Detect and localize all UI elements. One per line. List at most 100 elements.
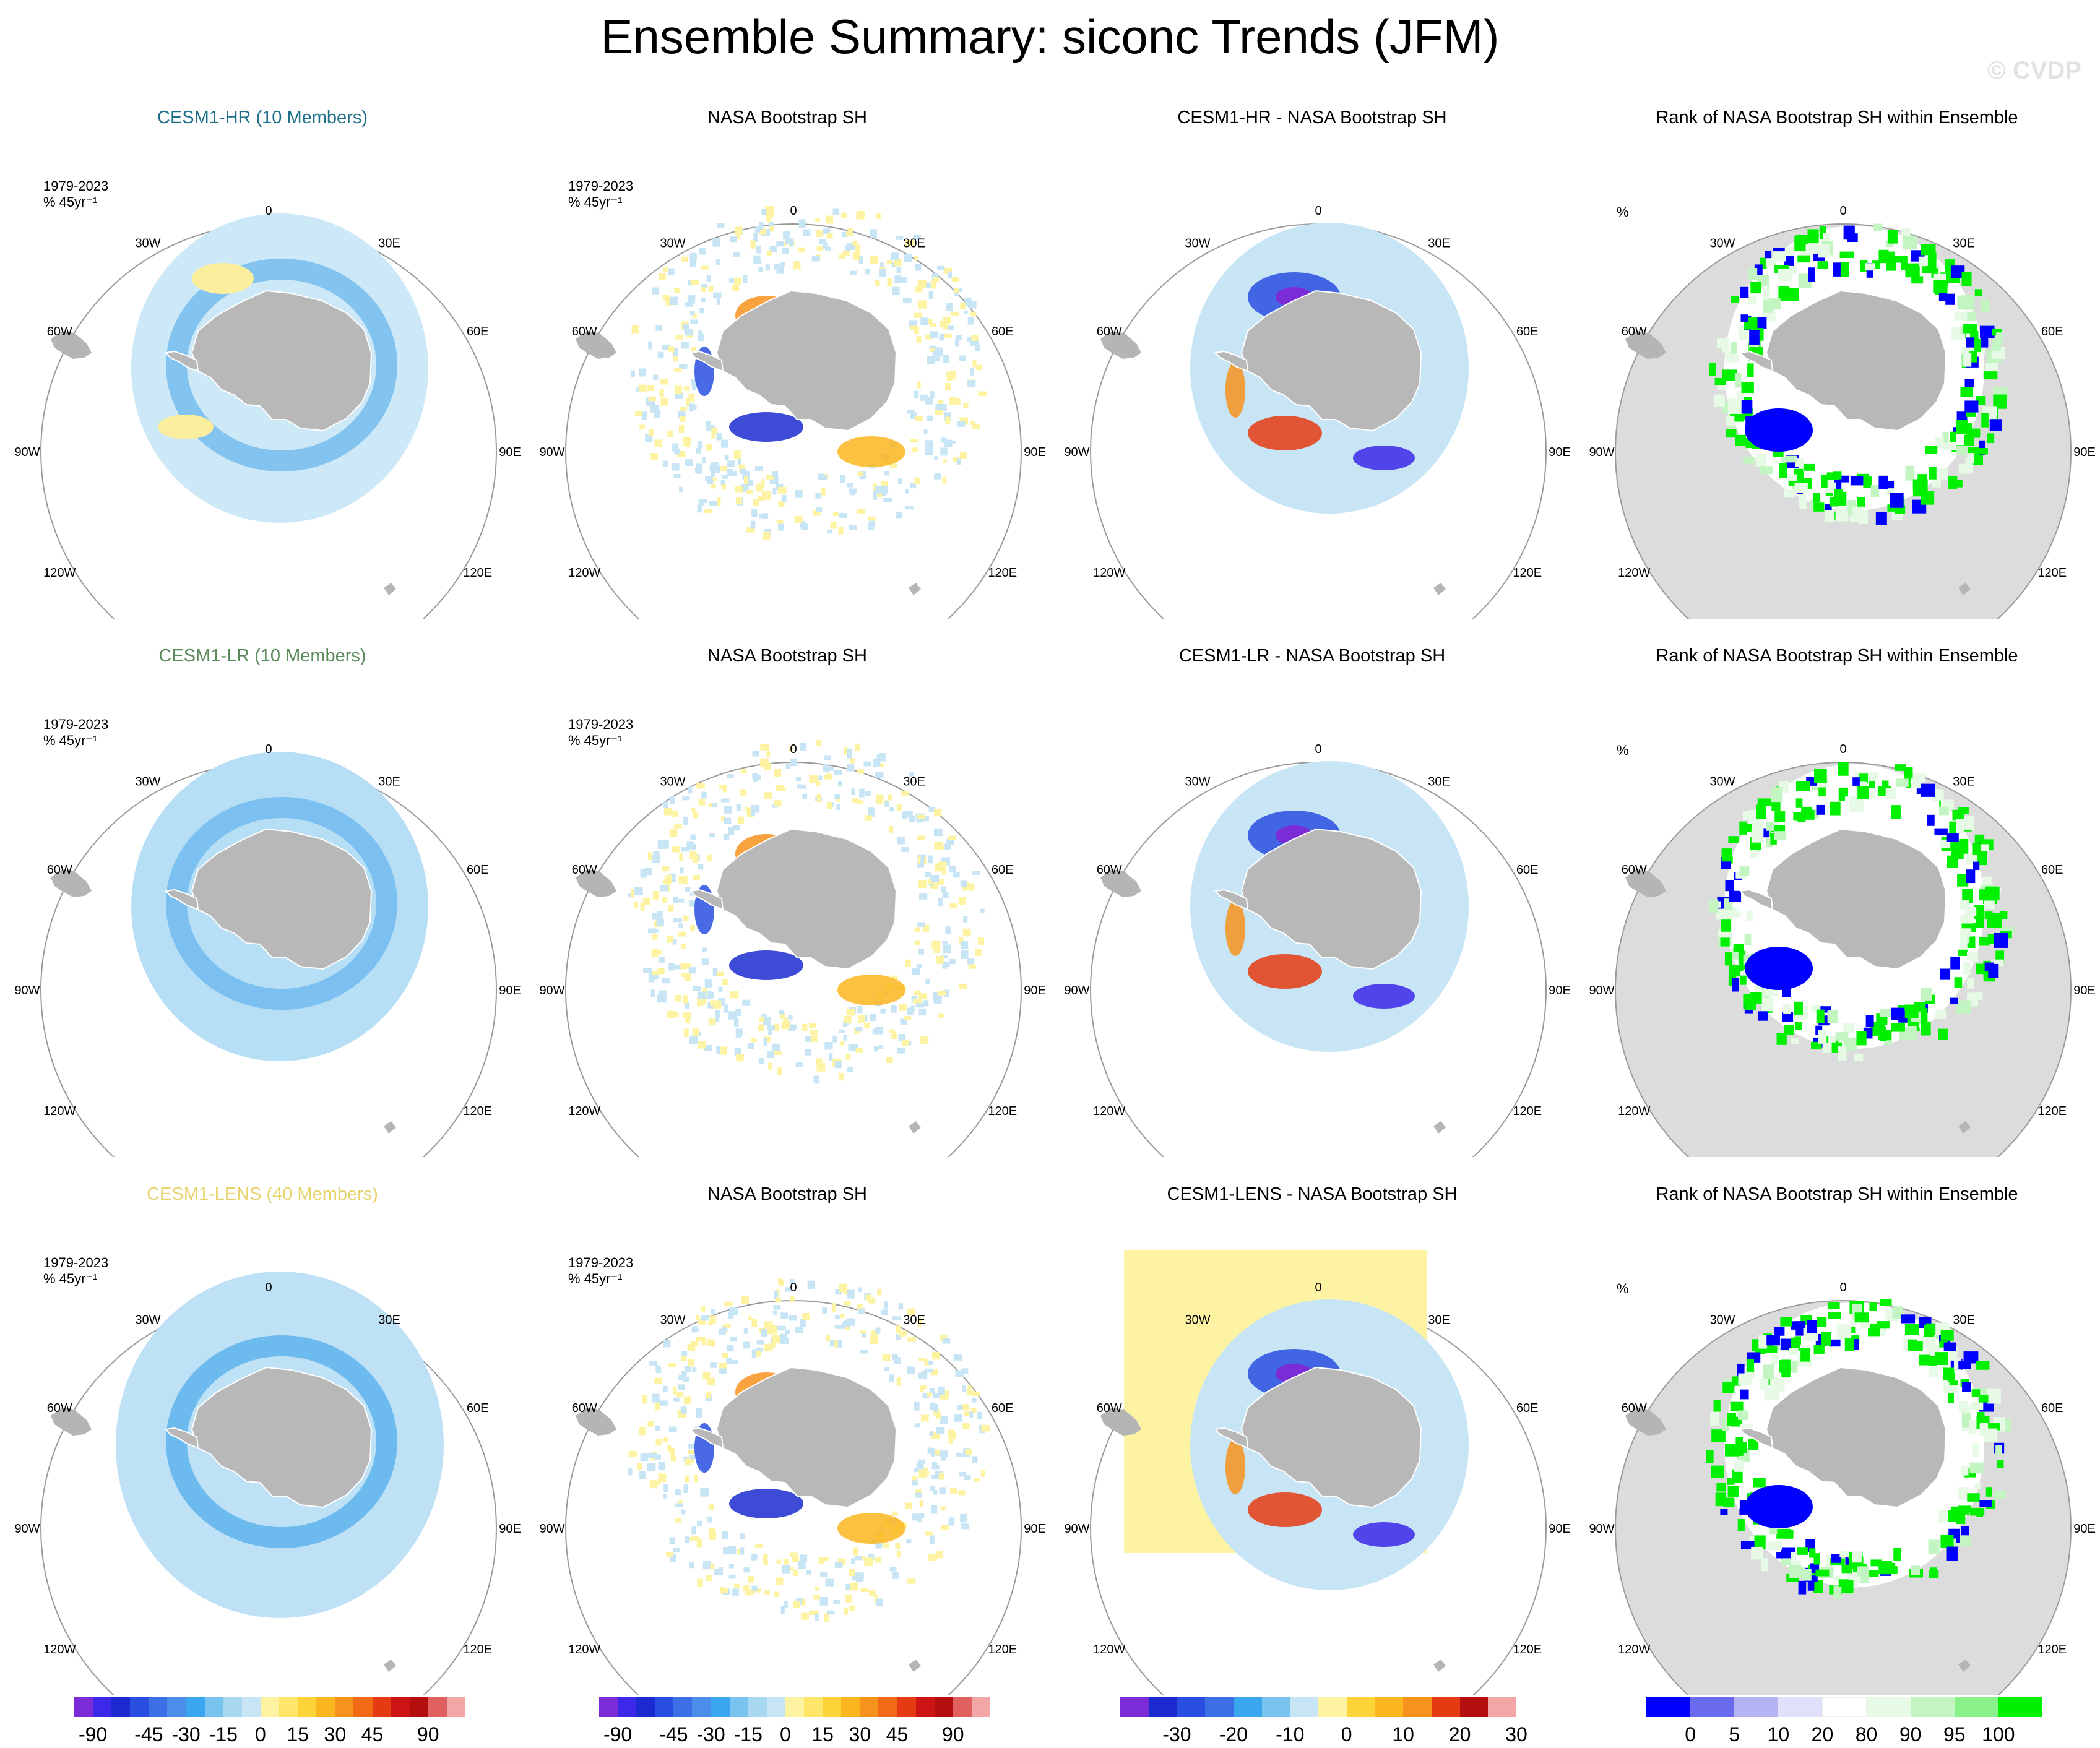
lon-label: 60E — [2041, 325, 2063, 338]
colorbar-label: 15 — [287, 1723, 309, 1746]
lon-label: 90E — [1024, 1522, 1046, 1536]
colorbar-rank: 0 5 10 20 80 90 95 100 — [1646, 1692, 2043, 1746]
lon-label: 90W — [1589, 446, 1614, 459]
lon-label: 60E — [992, 1401, 1014, 1415]
colorbar-swatch — [599, 1697, 618, 1717]
lon-label: 90W — [14, 1522, 40, 1536]
lon-label: 90E — [2073, 984, 2096, 997]
panel-annotation: 1979-2023% 45yr⁻¹ — [568, 717, 633, 749]
colorbar-swatch — [391, 1697, 410, 1717]
lon-label: 60E — [467, 863, 489, 877]
lon-label: 120W — [568, 566, 600, 580]
lon-label: 120E — [2037, 1643, 2067, 1656]
period-label: 1979-2023 — [43, 717, 109, 732]
colorbar-swatch — [823, 1697, 842, 1717]
lon-label: 0 — [1839, 743, 1846, 756]
colorbar-swatch — [74, 1697, 93, 1717]
panel-annotation: 1979-2023% 45yr⁻¹ — [568, 178, 633, 210]
lon-label: 30E — [1428, 236, 1450, 250]
lon-label: 0 — [265, 1281, 272, 1294]
lon-label: 120E — [463, 1104, 492, 1118]
colorbar-swatch — [1346, 1697, 1375, 1717]
colorbar-swatch — [655, 1697, 674, 1717]
lon-label: 60E — [467, 1401, 489, 1415]
lon-label: 90W — [1064, 1522, 1089, 1536]
colorbar-swatch — [223, 1697, 243, 1717]
lon-label: 30W — [660, 775, 685, 788]
colorbar-label: 0 — [1341, 1723, 1352, 1746]
lon-label: 30E — [1953, 236, 1975, 250]
panel-title: CESM1-LR (10 Members) — [158, 646, 366, 666]
panel-annotation: 1979-2023% 45yr⁻¹ — [568, 1255, 633, 1287]
colorbar-swatch — [934, 1697, 954, 1717]
lon-label: 30E — [1953, 775, 1975, 788]
colorbar-difference: -30 -20 -10 0 10 20 30 — [1120, 1692, 1527, 1746]
colorbar-swatch — [897, 1697, 917, 1717]
colorbar-label: 95 — [1943, 1723, 1966, 1746]
lon-label: 120E — [2037, 566, 2067, 580]
lon-label: 0 — [790, 743, 797, 756]
lon-label: 30E — [1953, 1313, 1975, 1327]
lon-label: 120W — [568, 1643, 600, 1656]
colorbar-swatch — [729, 1697, 749, 1717]
polar-map: 030E60E90E120E150E180150W120W90W60W30W — [539, 204, 1046, 619]
colorbar-label: -90 — [78, 1723, 108, 1746]
lon-label: 0 — [1315, 204, 1321, 218]
lon-label: 30E — [1428, 775, 1450, 788]
lon-label: 120E — [988, 566, 1017, 580]
lon-label: 60E — [1516, 1401, 1539, 1415]
lon-label: 90E — [499, 1522, 521, 1536]
lon-label: 30E — [378, 1313, 400, 1327]
colorbar-swatch — [111, 1697, 131, 1717]
colorbar-label: 20 — [1811, 1723, 1834, 1746]
lon-label: 60W — [572, 1401, 597, 1415]
colorbar-swatch — [692, 1697, 712, 1717]
polar-map: 030E60E90E120E150E180150W120W90W60W30W — [1589, 204, 2096, 619]
lon-label: 30E — [903, 236, 925, 250]
lon-label: 120W — [568, 1104, 600, 1118]
panel-9: CESM1-LENS (40 Members) 1979-2023% 45yr⁻¹… — [0, 1157, 525, 1695]
units-label: % — [1617, 743, 1629, 758]
polar-map: 030E60E90E120E150E180150W120W90W60W30W — [1589, 1281, 2096, 1695]
lon-label: 0 — [265, 204, 272, 218]
polar-map: 030E60E90E120E150E180150W120W90W60W30W — [539, 739, 1046, 1157]
lon-label: 30E — [903, 775, 925, 788]
colorbar-label: -30 — [696, 1723, 725, 1746]
lon-label: 0 — [1839, 1281, 1846, 1294]
colorbar-swatch — [428, 1697, 447, 1717]
watermark: © CVDP — [1987, 57, 2081, 84]
colorbar-swatch — [409, 1697, 429, 1717]
colorbar-swatch — [1290, 1697, 1319, 1717]
colorbar-swatch — [186, 1697, 205, 1717]
colorbar-swatch — [1148, 1697, 1177, 1717]
colorbar-label: 90 — [942, 1723, 964, 1746]
colorbar-swatch — [1403, 1697, 1432, 1717]
panel-4: Rank of NASA Bootstrap SH within Ensembl… — [1575, 80, 2099, 619]
lon-label: 30W — [1709, 1313, 1735, 1327]
panel-11: CESM1-LENS - NASA Bootstrap SH 0 30E 60E 90E… — [1050, 1157, 1575, 1695]
polar-map: 030E60E90E120E150E180150W120W90W60W30W — [14, 743, 521, 1157]
colorbar-swatch — [1866, 1697, 1911, 1717]
panel-title: Rank of NASA Bootstrap SH within Ensembl… — [1656, 108, 2018, 127]
panel-title: Rank of NASA Bootstrap SH within Ensembl… — [1656, 646, 2018, 666]
colorbar-swatch — [971, 1697, 991, 1717]
lon-label: 120W — [1618, 1643, 1650, 1656]
colorbar-label: 20 — [1448, 1723, 1471, 1746]
colorbar-swatch — [316, 1697, 335, 1717]
panel-title: NASA Bootstrap SH — [707, 1184, 867, 1204]
colorbar-swatch — [1488, 1697, 1517, 1717]
lon-label: 120W — [1093, 1104, 1125, 1118]
panel-annotation: 1979-2023% 45yr⁻¹ — [43, 717, 108, 749]
lon-label: 90W — [14, 984, 40, 997]
lon-label: 90W — [1589, 1522, 1614, 1536]
lon-label: 120E — [2037, 1104, 2067, 1118]
lon-label: 90W — [539, 446, 564, 459]
colorbar-swatch — [279, 1697, 298, 1717]
lon-label: 60E — [2041, 863, 2063, 877]
colorbar-swatch — [335, 1697, 354, 1717]
colorbar-label: -30 — [1162, 1723, 1191, 1746]
colorbar-swatch — [1261, 1697, 1290, 1717]
lon-label: 120E — [1513, 1643, 1542, 1656]
colorbar-swatch — [1318, 1697, 1347, 1717]
lon-label: 60W — [47, 863, 72, 877]
